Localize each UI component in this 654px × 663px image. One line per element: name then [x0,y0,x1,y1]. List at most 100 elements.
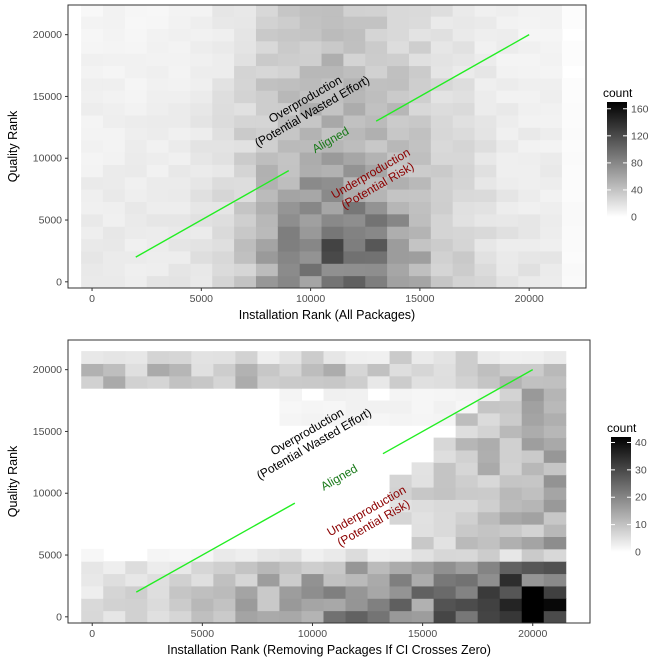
heatmap-cell [345,598,369,612]
heatmap-cell [343,65,366,79]
heatmap-cell [125,598,148,612]
heatmap-cell [343,139,366,153]
heatmap-cell [235,561,258,575]
heatmap-cell [521,511,545,525]
heatmap-cell [540,28,563,42]
heatmap-cell [191,351,214,364]
heatmap-cell [81,238,104,252]
heatmap-cell [387,263,410,277]
heatmap-cell [212,102,235,116]
heatmap-cell [518,275,541,288]
heatmap-cell [321,139,344,153]
heatmap-cell [168,77,191,91]
heatmap-cell [124,114,148,128]
heatmap-cell [387,176,410,190]
heatmap-cell [521,437,545,451]
heatmap-cell [343,16,366,29]
heatmap-cell [477,363,501,377]
heatmap-cell [146,114,170,128]
heatmap-cell [168,164,191,178]
heatmap-cell [474,238,497,252]
heatmap-cell [146,263,170,277]
heatmap-cell [343,201,366,215]
heatmap-cell [499,524,523,537]
heatmap-cell [190,226,213,240]
heatmap-cell [367,412,391,426]
heatmap-cell [234,164,257,178]
heatmap-cell [499,400,523,414]
heatmap-cell [408,127,432,141]
heatmap-cell [477,585,501,599]
heatmap-cell [190,263,213,277]
heatmap-cell [521,400,545,414]
heatmap-cell [499,511,523,525]
y-tick-label: 10000 [33,488,62,500]
heatmap-cell [102,152,126,165]
heatmap-cell [387,16,410,29]
heatmap-cell [255,201,279,215]
heatmap-cell [81,351,104,364]
heatmap-cell [365,176,388,190]
heatmap-cell [125,561,148,575]
heatmap-cell [496,189,519,202]
heatmap-cell [212,164,235,178]
heatmap-cell [365,201,388,215]
heatmap-cell [235,375,258,389]
heatmap-cell [561,5,585,17]
heatmap-cell [234,263,257,277]
heatmap-cell [234,213,257,227]
heatmap-cell [102,77,126,91]
heatmap-cell [365,213,388,227]
heatmap-cell [146,250,170,264]
heatmap-cell [411,524,435,537]
heatmap-cell [389,499,413,513]
heatmap-cell [81,28,104,42]
heatmap-cell [279,363,302,377]
heatmap-cell [168,16,191,29]
heatmap-cell [455,388,479,402]
heatmap-cell [521,585,545,599]
heatmap-cell [81,40,104,54]
heatmap-cell [146,201,170,215]
legend-label: 10 [635,519,647,531]
heatmap-cell [433,400,457,414]
heatmap-cell [168,114,191,128]
heatmap-cell [323,561,347,575]
heatmap-cell [235,598,258,612]
heatmap-cell [540,53,563,67]
heatmap-cell [474,201,497,215]
heatmap-cell [367,561,391,575]
heatmap-cell [124,40,148,54]
heatmap-cell [212,65,235,79]
heatmap-cell [146,127,170,141]
heatmap-cell [499,462,523,476]
heatmap-cell [408,250,432,264]
heatmap-cell [124,275,148,288]
heatmap-cell [102,250,126,264]
heatmap-cell [543,351,567,364]
heatmap-cell [299,114,323,128]
heatmap-cell [408,102,432,116]
heatmap-cell [365,238,388,252]
heatmap-cell [323,573,347,587]
heatmap-cell [234,5,257,17]
heatmap-cell [279,351,302,364]
heatmap-cell [343,152,366,165]
heatmap-cell [213,561,236,575]
heatmap-cell [321,152,344,165]
heatmap-cell [561,127,585,141]
heatmap-cell [81,610,104,623]
heatmap-cell [433,437,457,451]
heatmap-cell [411,573,435,587]
heatmap-cell [387,139,410,153]
heatmap-cell [540,102,563,116]
legend-title: count [603,86,633,100]
heatmap-cell [411,561,435,575]
heatmap-cell [277,226,301,240]
heatmap-cell [521,524,545,537]
heatmap-cell [521,610,545,623]
heatmap-cell [365,275,388,288]
heatmap-cell [169,351,192,364]
heatmap-cell [474,28,497,42]
heatmap-cell [191,585,214,599]
